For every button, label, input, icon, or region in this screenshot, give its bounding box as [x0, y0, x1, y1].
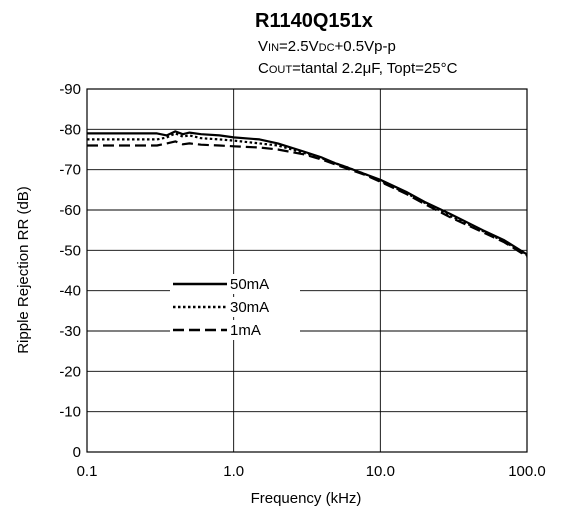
condition-text-part: μ — [363, 60, 372, 77]
legend-label: 30mA — [230, 299, 269, 316]
x-tick-label: 1.0 — [223, 463, 244, 480]
series-line-50ma — [87, 130, 528, 256]
y-tick-label: -40 — [59, 283, 81, 300]
legend-background — [170, 297, 300, 317]
condition-text-part: =2.5V — [279, 38, 319, 55]
legend-background — [170, 320, 300, 340]
condition-text-part: DC — [319, 42, 335, 54]
y-tick-label: -50 — [59, 242, 81, 259]
x-tick-label: 10.0 — [366, 463, 395, 480]
series-lines — [87, 130, 528, 258]
condition-text-part: =tantal 2.2 — [292, 60, 362, 77]
y-tick-label: -60 — [59, 202, 81, 219]
x-tick-label: 0.1 — [77, 463, 98, 480]
y-tick-label: -80 — [59, 121, 81, 138]
x-axis-label: Frequency (kHz) — [251, 490, 362, 507]
y-tick-label: -70 — [59, 162, 81, 179]
condition-text-part: OUT — [269, 64, 293, 76]
y-tick-label: 0 — [73, 444, 81, 461]
y-tick-label: -90 — [59, 81, 81, 98]
condition-text-part: +0.5Vp-p — [335, 38, 396, 55]
y-tick-label: -10 — [59, 404, 81, 421]
condition-text-part: C — [258, 60, 269, 77]
series-line-1ma — [87, 140, 528, 258]
plot-frame — [86, 88, 528, 453]
legend-label: 1mA — [230, 322, 261, 339]
legend-label: 50mA — [230, 276, 269, 293]
tick-labels: 0.1 1.0 10.0 100.0 0 -10 -20 -30 -40 -50 -60 -70 -80… — [59, 81, 545, 480]
chart-title: R1140Q151x — [255, 10, 373, 32]
grid-lines — [86, 88, 528, 453]
condition-text-part: F, Topt=25°C — [371, 60, 457, 77]
test-condition-cout: COUT=tantal 2.2μF, Topt=25°C — [258, 60, 458, 77]
legend-background — [170, 274, 300, 294]
y-axis-label: Ripple Rejection RR (dB) — [15, 186, 32, 354]
y-tick-label: -30 — [59, 323, 81, 340]
condition-text-part: IN — [268, 42, 279, 54]
y-tick-label: -20 — [59, 363, 81, 380]
x-tick-label: 100.0 — [508, 463, 546, 480]
legend: 50mA 30mA 1mA — [170, 274, 300, 340]
condition-text-part: V — [258, 38, 268, 55]
test-condition-vin: VIN=2.5VDC+0.5Vp-p — [258, 38, 396, 55]
